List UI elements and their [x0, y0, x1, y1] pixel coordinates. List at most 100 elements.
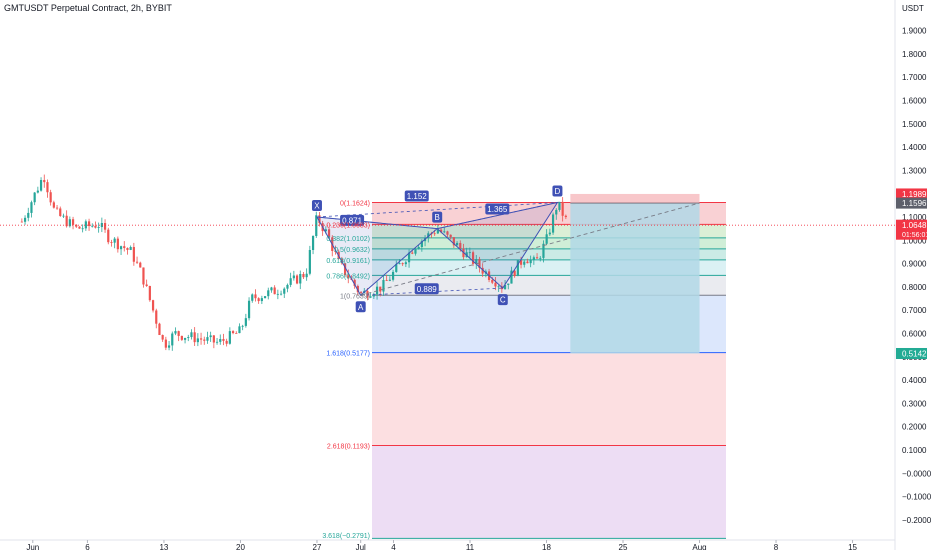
ratio-label-box: [414, 283, 439, 295]
candle-body: [452, 237, 455, 246]
candle-body: [503, 284, 507, 290]
candle-body: [324, 229, 327, 232]
candle-body: [391, 271, 395, 280]
price-tick-label: 1.3000: [902, 166, 927, 175]
fib-level-label: 0.236(1.0683): [326, 222, 370, 229]
candle-body: [27, 212, 30, 218]
candle-body: [270, 287, 273, 291]
candle-body: [68, 219, 71, 227]
fib-zone: [372, 237, 726, 249]
candle-body: [222, 339, 225, 341]
candle-body: [193, 332, 196, 343]
time-tick-label: 11: [466, 543, 475, 550]
fib-level-label: 1.618(0.5177): [326, 351, 370, 358]
candle-body: [311, 236, 315, 250]
candle-body: [414, 249, 417, 254]
candle-body: [353, 279, 356, 286]
candle-body: [347, 275, 350, 279]
candle-body: [84, 221, 87, 229]
price-tick-label: 1.7000: [902, 73, 927, 82]
candle-body: [132, 247, 135, 262]
candle-body: [161, 335, 164, 340]
candle-body: [510, 270, 513, 284]
candle-body: [126, 248, 129, 250]
price-countdown: 01:56:01: [902, 232, 929, 239]
price-tick-label: 0.7000: [902, 306, 927, 315]
price-tick-label: −0.0000: [902, 469, 932, 478]
candle-body: [190, 332, 193, 338]
entry-price-badge: 1.1596: [902, 199, 927, 208]
price-tick-label: 0.3000: [902, 399, 927, 408]
candle-body: [241, 325, 244, 327]
harmonic-pattern[interactable]: 0.871 1.152 0.889 1.365 X A B C D: [311, 185, 700, 313]
candle-body: [129, 247, 132, 250]
candle-body: [299, 274, 302, 284]
candle-body: [180, 335, 183, 340]
time-tick-label: 20: [236, 543, 245, 550]
candle-body: [286, 284, 289, 289]
candle-body: [78, 226, 81, 229]
time-tick-label: 13: [159, 543, 168, 550]
candle-body: [135, 261, 139, 263]
candle-body: [449, 234, 452, 238]
candle-body: [23, 217, 27, 222]
pattern-leg-xb: [316, 216, 438, 230]
candle-body: [564, 215, 567, 218]
stop-price-badge: 1.1989: [902, 190, 927, 199]
pattern-point-label: D: [555, 187, 561, 196]
candle-body: [225, 340, 228, 344]
candle-body: [219, 339, 222, 342]
candle-body: [315, 215, 318, 237]
fib-level-label: 0(1.1624): [340, 200, 370, 207]
pattern-point-marker: [311, 200, 322, 211]
price-tick-label: 1.5000: [902, 120, 927, 129]
fib-zone: [372, 248, 726, 260]
time-tick-label: 4: [391, 543, 396, 550]
current-price-badge: 1.0648: [902, 221, 927, 230]
candle-body: [427, 233, 430, 239]
candle-body: [167, 345, 171, 348]
candle-body: [439, 229, 443, 232]
candle-body: [196, 338, 199, 343]
candle-body: [372, 294, 375, 297]
candle-body: [119, 246, 123, 250]
pattern-point-label: A: [358, 303, 364, 312]
position-tool[interactable]: [570, 193, 700, 354]
ratio-label: 1.365: [487, 205, 508, 214]
price-axis[interactable]: USDT 1.9000 1.8000 1.7000 1.6000 1.5000 1.4000…: [902, 4, 932, 525]
candle-body: [75, 224, 78, 227]
candle-body: [481, 267, 484, 274]
candle-body: [529, 259, 532, 264]
chart-title: GMTUSDT Perpetual Contract, 2h, BYBIT: [4, 3, 172, 13]
candle-body: [279, 293, 283, 295]
ratio-label-box: [485, 203, 510, 215]
candle-body: [87, 221, 91, 227]
time-axis[interactable]: Jun 6 13 20 27 Jul 4 11 18 25 Aug 8 15: [26, 540, 858, 550]
candle-body: [55, 207, 59, 209]
time-tick-label: 6: [85, 543, 90, 550]
candle-body: [327, 229, 331, 238]
candle-body: [555, 209, 558, 215]
candle-body: [561, 201, 564, 216]
fib-zone: [372, 352, 726, 446]
candle-body: [516, 260, 519, 277]
candle-body: [507, 283, 510, 285]
candle-body: [171, 333, 174, 346]
pattern-leg-bd: [437, 202, 558, 230]
candle-body: [155, 310, 158, 324]
candle-body: [123, 246, 126, 249]
price-tick-label: 0.1000: [902, 446, 927, 455]
target-price-badge: 0.5142: [902, 349, 927, 358]
ratio-label: 0.889: [417, 285, 438, 294]
candle-body: [471, 252, 475, 264]
candle-body: [523, 261, 526, 265]
candle-body: [398, 263, 401, 265]
candle-body: [475, 259, 478, 264]
pattern-point-marker: [432, 211, 443, 223]
candle-body: [263, 296, 267, 299]
candle-body: [334, 250, 337, 253]
candle-body: [139, 262, 142, 268]
candle-body: [231, 331, 235, 334]
